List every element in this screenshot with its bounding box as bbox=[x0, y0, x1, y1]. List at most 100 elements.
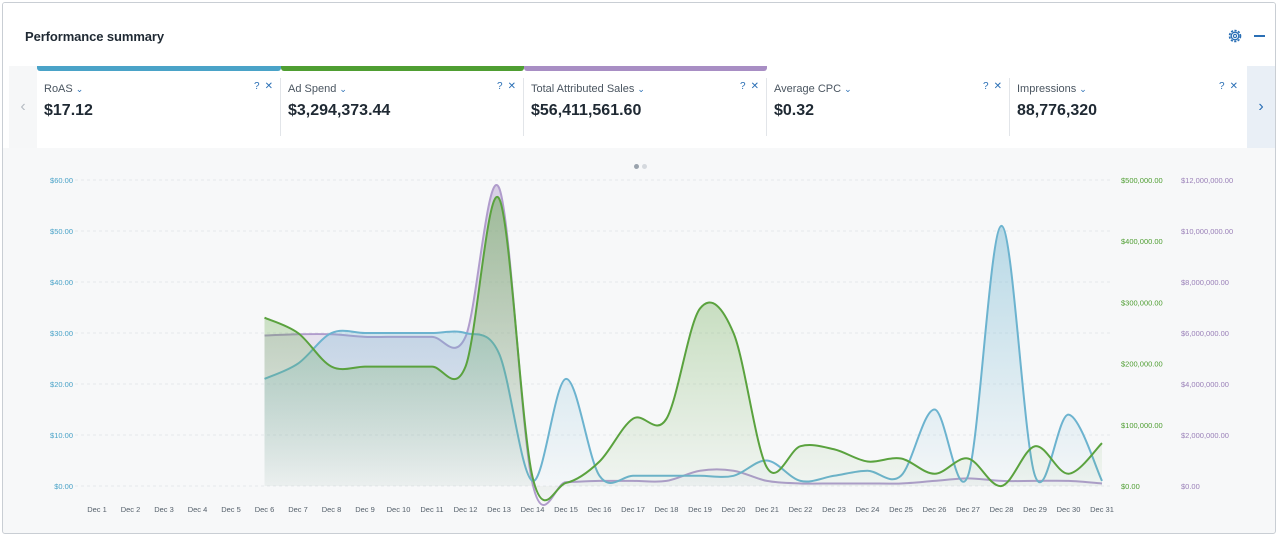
chevron-left-icon: ‹ bbox=[20, 98, 26, 115]
right-axis-tick-label: $0.00 bbox=[1181, 482, 1200, 491]
help-icon[interactable]: ? bbox=[497, 81, 503, 92]
metric-card-total-attributed-sales[interactable]: Total Attributed Sales ⌄ ? ✕ $56,411,561.6… bbox=[524, 66, 767, 148]
right-axis-tick-label: $400,000.00 bbox=[1121, 237, 1163, 246]
x-axis-tick-label: Dec 2 bbox=[121, 505, 141, 514]
x-axis-tick-label: Dec 21 bbox=[755, 505, 779, 514]
x-axis-tick-label: Dec 16 bbox=[588, 505, 612, 514]
x-axis-tick-label: Dec 27 bbox=[956, 505, 980, 514]
left-axis-tick-label: $50.00 bbox=[50, 227, 73, 236]
x-axis-tick-label: Dec 12 bbox=[454, 505, 478, 514]
x-axis-tick-label: Dec 20 bbox=[722, 505, 746, 514]
left-axis-tick-label: $10.00 bbox=[50, 431, 73, 440]
x-axis-tick-label: Dec 17 bbox=[621, 505, 645, 514]
card-divider bbox=[280, 78, 281, 136]
right-axis-tick-label: $500,000.00 bbox=[1121, 176, 1163, 185]
right-axis-tick-label: $6,000,000.00 bbox=[1181, 329, 1229, 338]
metric-color-bar bbox=[524, 66, 767, 71]
right-axis-tick-label: $8,000,000.00 bbox=[1181, 278, 1229, 287]
metric-value: $56,411,561.60 bbox=[531, 102, 642, 119]
help-icon[interactable]: ? bbox=[254, 81, 260, 92]
panel-header: Performance summary bbox=[3, 3, 1275, 67]
x-axis-tick-label: Dec 31 bbox=[1090, 505, 1114, 514]
metric-value: 88,776,320 bbox=[1017, 102, 1098, 119]
card-divider bbox=[766, 78, 767, 136]
carousel-prev-button[interactable]: ‹ bbox=[9, 66, 37, 148]
x-axis-tick-label: Dec 8 bbox=[322, 505, 342, 514]
panel-title: Performance summary bbox=[25, 29, 164, 44]
metric-label[interactable]: Average CPC ⌄ bbox=[774, 83, 852, 95]
gear-icon[interactable] bbox=[1227, 28, 1243, 44]
metric-label[interactable]: Ad Spend ⌄ bbox=[288, 83, 347, 95]
x-axis-tick-label: Dec 29 bbox=[1023, 505, 1047, 514]
right-axis-tick-label: $4,000,000.00 bbox=[1181, 380, 1229, 389]
x-axis-tick-label: Dec 14 bbox=[521, 505, 545, 514]
close-icon[interactable]: ✕ bbox=[507, 81, 516, 92]
help-icon[interactable]: ? bbox=[983, 81, 989, 92]
right-axis-tick-label: $300,000.00 bbox=[1121, 298, 1163, 307]
right-axis-tick-label: $2,000,000.00 bbox=[1181, 431, 1229, 440]
chevron-down-icon[interactable]: ⌄ bbox=[1079, 84, 1087, 94]
metric-color-bar bbox=[37, 66, 281, 71]
right-axis-tick-label: $12,000,000.00 bbox=[1181, 176, 1233, 185]
close-icon[interactable]: ✕ bbox=[750, 81, 759, 92]
left-axis-tick-label: $40.00 bbox=[50, 278, 73, 287]
metric-value: $17.12 bbox=[44, 102, 93, 119]
metric-value: $0.32 bbox=[774, 102, 815, 119]
x-axis-tick-label: Dec 7 bbox=[288, 505, 308, 514]
series-area bbox=[264, 196, 1102, 501]
x-axis-tick-label: Dec 30 bbox=[1057, 505, 1081, 514]
metric-card-average-cpc[interactable]: Average CPC ⌄ ? ✕ $0.32 bbox=[767, 66, 1010, 148]
x-axis-tick-label: Dec 13 bbox=[487, 505, 511, 514]
x-axis-tick-label: Dec 4 bbox=[188, 505, 208, 514]
x-axis-tick-label: Dec 26 bbox=[923, 505, 947, 514]
x-axis-tick-label: Dec 6 bbox=[255, 505, 275, 514]
metric-card-impressions[interactable]: Impressions ⌄ ? ✕ 88,776,320 bbox=[1010, 66, 1246, 148]
metric-color-bar bbox=[281, 66, 524, 71]
x-axis-tick-label: Dec 10 bbox=[387, 505, 411, 514]
close-icon[interactable]: ✕ bbox=[1229, 81, 1238, 92]
chevron-down-icon[interactable]: ⌄ bbox=[75, 84, 84, 94]
left-axis-tick-label: $0.00 bbox=[54, 482, 73, 491]
x-axis-tick-label: Dec 11 bbox=[420, 505, 443, 514]
chevron-down-icon[interactable]: ⌄ bbox=[637, 84, 645, 94]
x-axis-tick-label: Dec 22 bbox=[789, 505, 813, 514]
x-axis-tick-label: Dec 18 bbox=[655, 505, 679, 514]
metric-label[interactable]: Impressions ⌄ bbox=[1017, 83, 1087, 95]
x-axis-tick-label: Dec 5 bbox=[221, 505, 241, 514]
pagination-dot[interactable] bbox=[642, 164, 647, 169]
help-icon[interactable]: ? bbox=[1219, 81, 1225, 92]
metric-card-roas[interactable]: RoAS ⌄ ? ✕ $17.12 bbox=[37, 66, 281, 148]
metric-carousel: ‹ RoAS ⌄ ? ✕ $17.12 Ad Spend ⌄ ? ✕ $3,294,37… bbox=[3, 66, 1275, 148]
left-axis-tick-label: $20.00 bbox=[50, 380, 73, 389]
x-axis-tick-label: Dec 1 bbox=[87, 505, 107, 514]
minus-icon[interactable] bbox=[1254, 35, 1265, 37]
chevron-down-icon[interactable]: ⌄ bbox=[339, 84, 347, 94]
card-divider bbox=[523, 78, 524, 136]
carousel-pagination bbox=[634, 156, 650, 174]
chevron-down-icon[interactable]: ⌄ bbox=[844, 84, 852, 94]
x-axis-tick-label: Dec 19 bbox=[688, 505, 712, 514]
card-divider bbox=[1009, 78, 1010, 136]
series-line bbox=[264, 195, 1103, 502]
right-axis-tick-label: $10,000,000.00 bbox=[1181, 227, 1233, 236]
x-axis-tick-label: Dec 24 bbox=[856, 505, 880, 514]
left-axis-tick-label: $60.00 bbox=[50, 176, 73, 185]
x-axis-tick-label: Dec 3 bbox=[154, 505, 174, 514]
x-axis-tick-label: Dec 28 bbox=[990, 505, 1014, 514]
close-icon[interactable]: ✕ bbox=[264, 81, 273, 92]
pagination-dot-active[interactable] bbox=[634, 164, 639, 169]
right-axis-tick-label: $200,000.00 bbox=[1121, 360, 1163, 369]
right-axis-tick-label: $100,000.00 bbox=[1121, 421, 1163, 430]
x-axis-tick-label: Dec 9 bbox=[355, 505, 375, 514]
x-axis-tick-label: Dec 25 bbox=[889, 505, 913, 514]
left-axis-tick-label: $30.00 bbox=[50, 329, 73, 338]
performance-chart: $0.00 $10.00 $20.00 $30.00 $40.00 $50.00 $60.0… bbox=[3, 153, 1275, 533]
x-axis-tick-label: Dec 23 bbox=[822, 505, 846, 514]
metric-card-ad-spend[interactable]: Ad Spend ⌄ ? ✕ $3,294,373.44 bbox=[281, 66, 524, 148]
close-icon[interactable]: ✕ bbox=[993, 81, 1002, 92]
carousel-next-button[interactable]: › bbox=[1247, 66, 1275, 148]
help-icon[interactable]: ? bbox=[740, 81, 746, 92]
metric-label[interactable]: Total Attributed Sales ⌄ bbox=[531, 83, 645, 95]
metric-label[interactable]: RoAS ⌄ bbox=[44, 83, 84, 95]
